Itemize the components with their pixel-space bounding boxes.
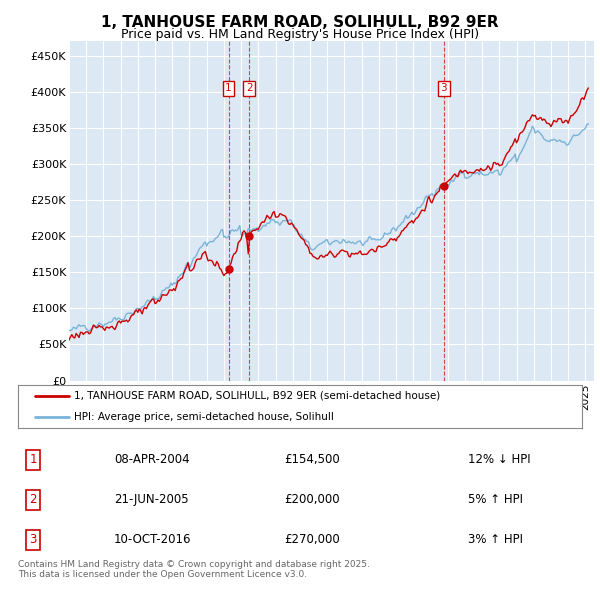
Text: 12% ↓ HPI: 12% ↓ HPI [468, 453, 530, 466]
Text: 2: 2 [29, 493, 37, 506]
Text: HPI: Average price, semi-detached house, Solihull: HPI: Average price, semi-detached house,… [74, 412, 334, 422]
Text: 10-OCT-2016: 10-OCT-2016 [114, 533, 191, 546]
Text: 3% ↑ HPI: 3% ↑ HPI [468, 533, 523, 546]
Text: Contains HM Land Registry data © Crown copyright and database right 2025.
This d: Contains HM Land Registry data © Crown c… [18, 560, 370, 579]
Text: 1: 1 [225, 83, 232, 93]
Text: 3: 3 [29, 533, 37, 546]
Text: 5% ↑ HPI: 5% ↑ HPI [468, 493, 523, 506]
Text: 2: 2 [246, 83, 253, 93]
Text: £154,500: £154,500 [284, 453, 340, 466]
Text: £200,000: £200,000 [284, 493, 340, 506]
Text: 3: 3 [440, 83, 447, 93]
Text: 1, TANHOUSE FARM ROAD, SOLIHULL, B92 9ER: 1, TANHOUSE FARM ROAD, SOLIHULL, B92 9ER [101, 15, 499, 30]
Text: Price paid vs. HM Land Registry's House Price Index (HPI): Price paid vs. HM Land Registry's House … [121, 28, 479, 41]
Text: £270,000: £270,000 [284, 533, 340, 546]
Text: 1: 1 [29, 453, 37, 466]
Text: 1, TANHOUSE FARM ROAD, SOLIHULL, B92 9ER (semi-detached house): 1, TANHOUSE FARM ROAD, SOLIHULL, B92 9ER… [74, 391, 440, 401]
Text: 21-JUN-2005: 21-JUN-2005 [114, 493, 188, 506]
Text: 08-APR-2004: 08-APR-2004 [114, 453, 190, 466]
